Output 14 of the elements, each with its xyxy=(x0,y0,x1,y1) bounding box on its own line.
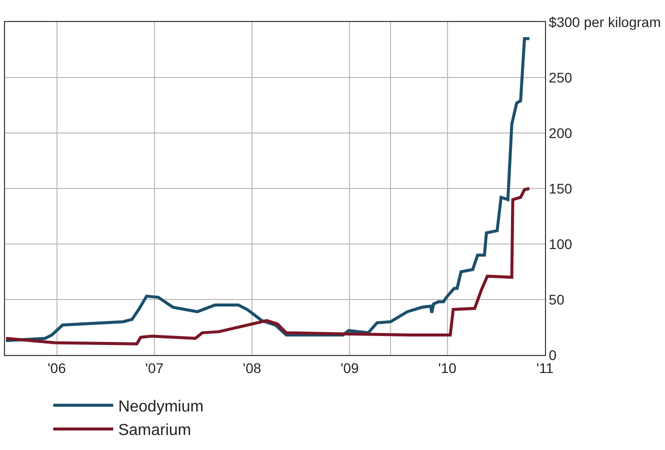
line-series xyxy=(5,187,531,346)
y-tick-label: $300 per kilogram xyxy=(548,14,661,30)
legend-label: Neodymium xyxy=(118,398,204,416)
y-tick-label: 250 xyxy=(548,69,572,86)
y-tick-label: 150 xyxy=(548,180,572,196)
x-tick-label: '10 xyxy=(438,360,457,376)
x-tick-label: '08 xyxy=(242,360,262,376)
x-tick-label: '09 xyxy=(340,360,360,376)
y-tick-label: 50 xyxy=(548,291,565,308)
line-series xyxy=(5,37,531,342)
y-tick-label: 200 xyxy=(548,124,572,141)
x-tick-label: '06 xyxy=(48,360,66,376)
y-tick-label: 100 xyxy=(548,236,572,252)
x-tick-label: '07 xyxy=(145,360,164,376)
